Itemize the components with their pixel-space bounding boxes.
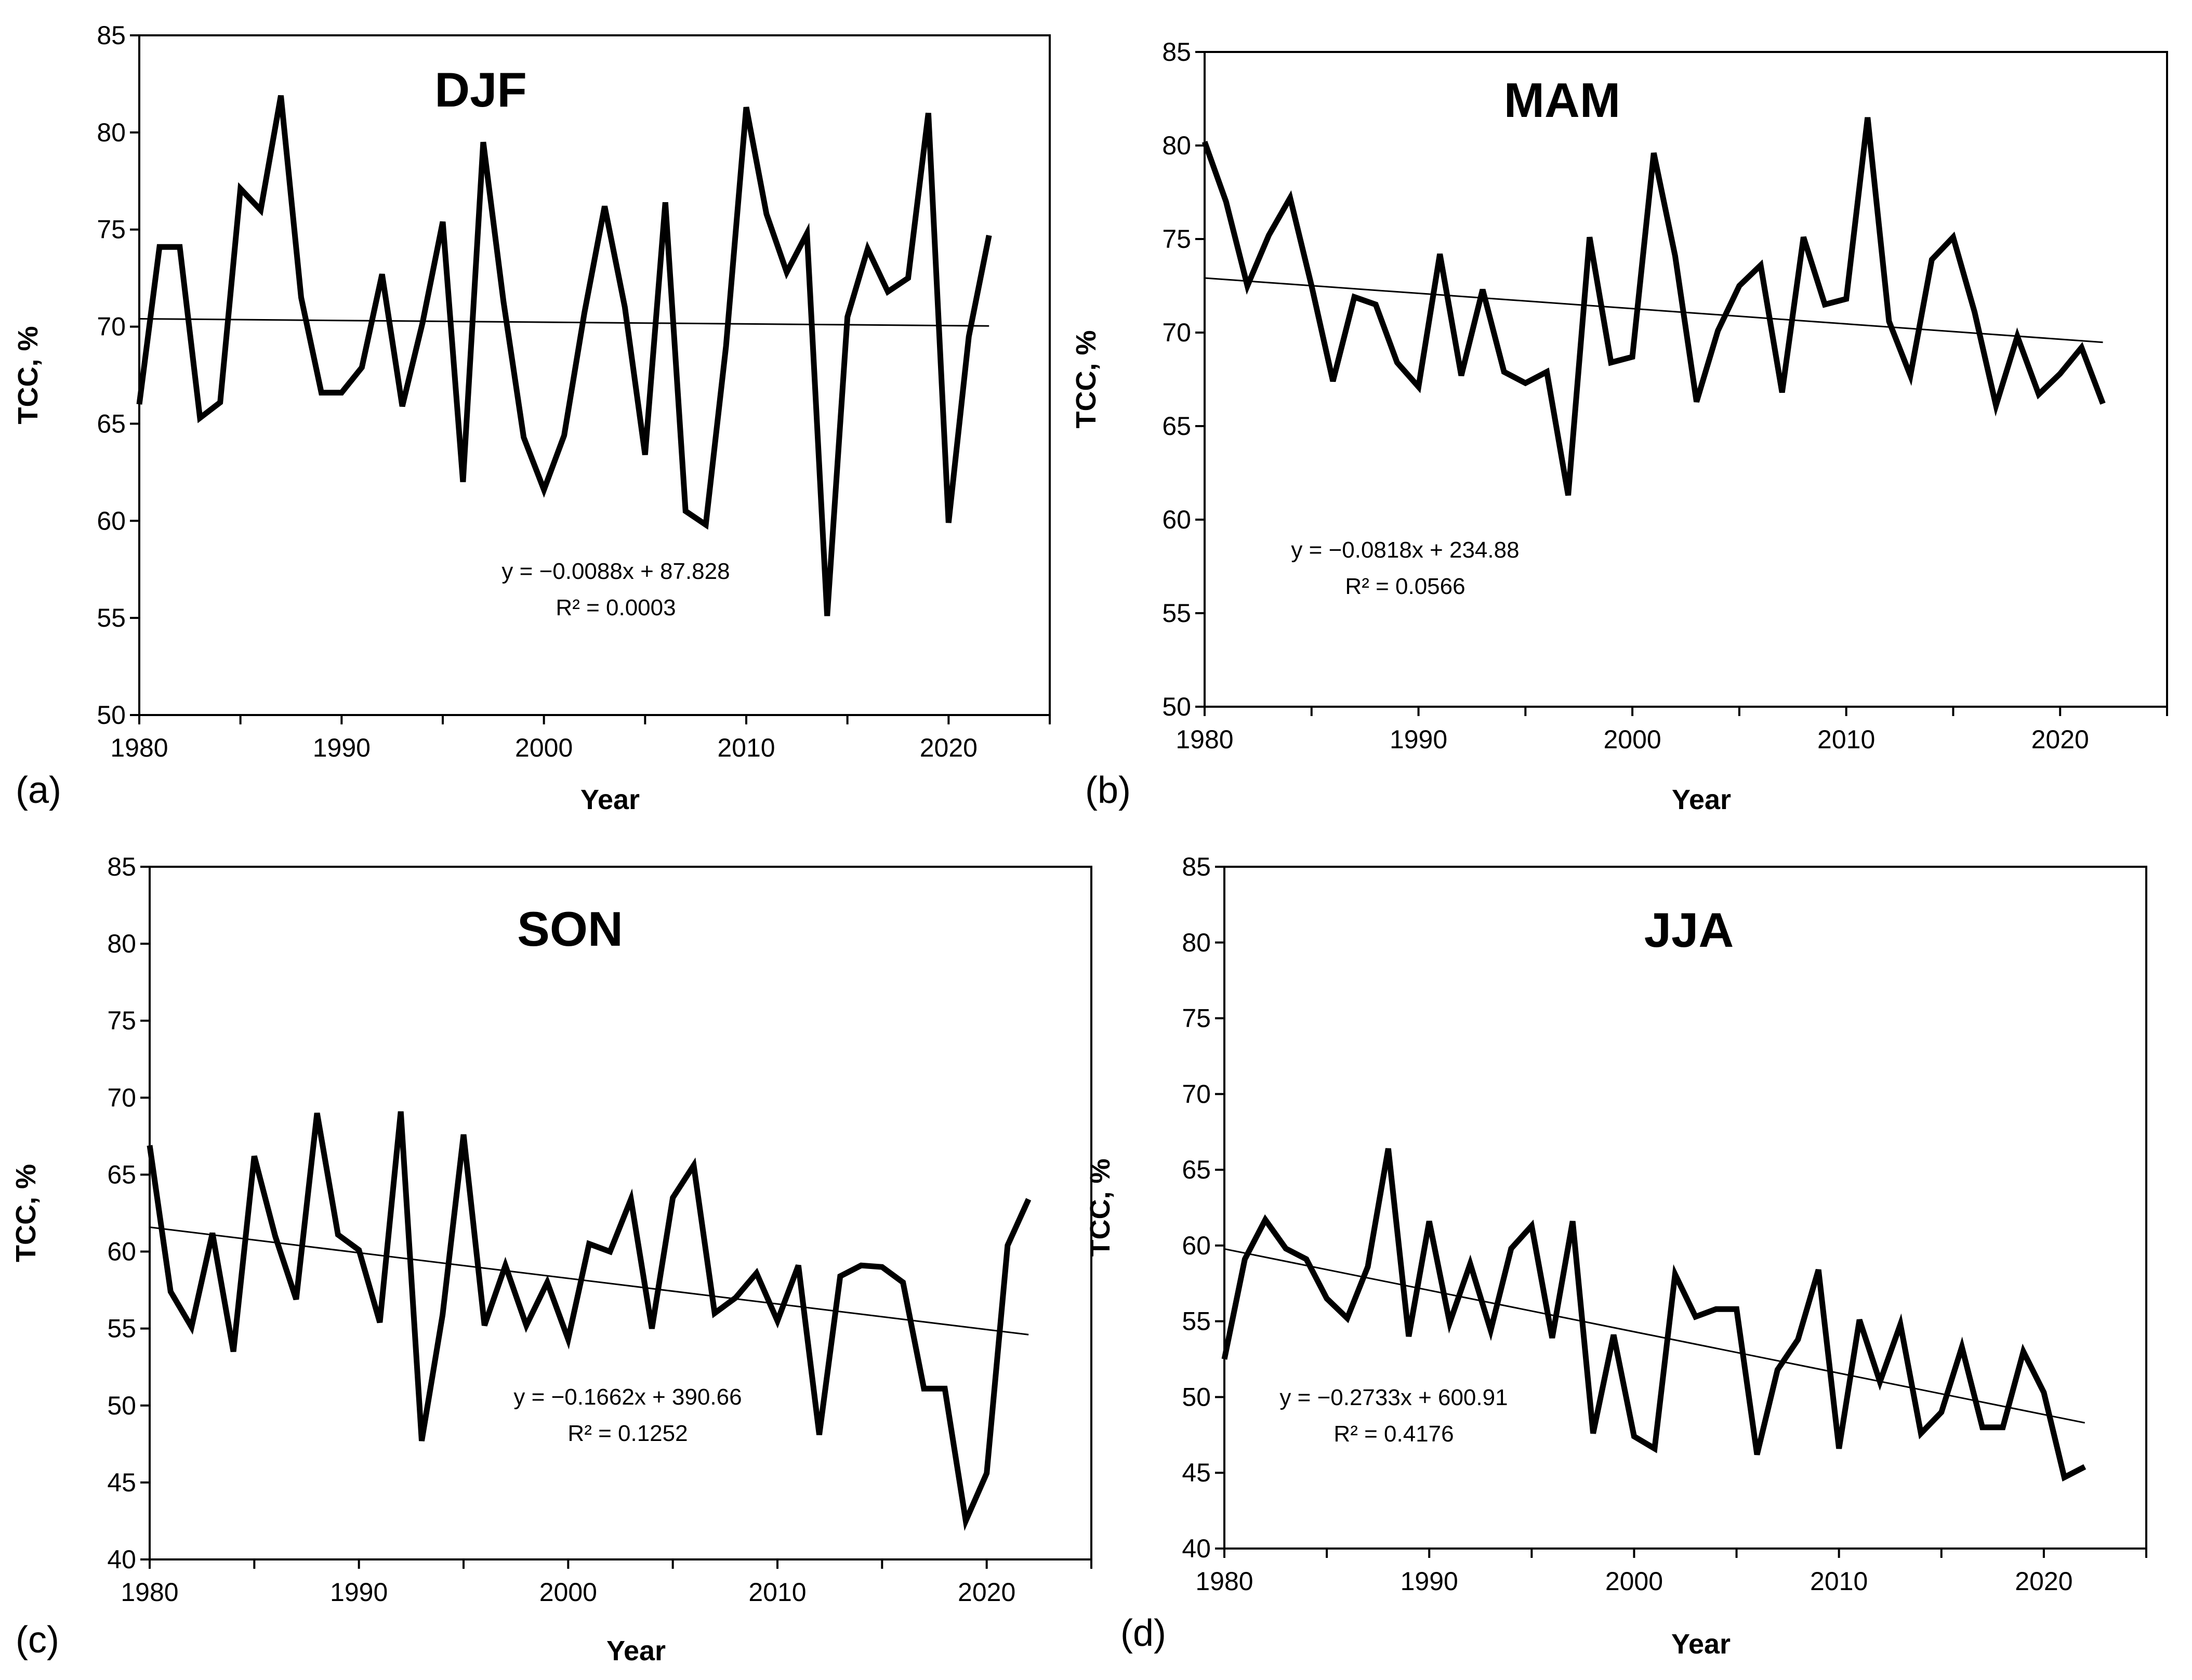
y-tick-label: 50: [1162, 692, 1191, 721]
x-axis-title: Year: [1672, 784, 1731, 815]
plot-area: [149, 866, 1092, 1560]
x-tick-label: 1990: [1401, 1567, 1458, 1596]
y-tick-label: 60: [1162, 505, 1191, 534]
trend-r-squared: R² = 0.1252: [567, 1421, 688, 1446]
y-tick-label: 40: [107, 1545, 136, 1574]
panel-letter: (d): [1120, 1612, 1166, 1654]
series-line: [1221, 1148, 2087, 1482]
panel-mam: 50 55 60 65 70 75 80 85 1980 1990 2000 2010 2020 Year…: [1071, 37, 2168, 815]
y-tick-label: 65: [1162, 412, 1191, 441]
x-tick-label: 2020: [2015, 1567, 2072, 1596]
x-tick-label: 1980: [1176, 725, 1233, 754]
x-tick-label: 2010: [1817, 725, 1875, 754]
x-tick-label: 1990: [330, 1578, 388, 1607]
series-line: [147, 1111, 1032, 1531]
trend-line: [1224, 1248, 2085, 1424]
y-tick-label: 65: [97, 409, 126, 438]
y-tick-label: 50: [1182, 1382, 1211, 1411]
y-tick-label: 75: [1182, 1004, 1211, 1033]
y-tick-label: 65: [1182, 1155, 1211, 1184]
y-tick-label: 65: [107, 1160, 136, 1189]
y-tick-label: 40: [1182, 1534, 1211, 1563]
trend-r-squared: R² = 0.0566: [1345, 574, 1465, 599]
season-title: SON: [517, 902, 623, 956]
trend-equation: y = −0.2733x + 600.91: [1279, 1385, 1508, 1410]
x-tick-label: 2010: [1810, 1567, 1868, 1596]
y-axis-title: TCC, %: [1085, 1159, 1116, 1257]
y-tick-label: 55: [97, 603, 126, 632]
x-tick-label: 1990: [313, 733, 371, 762]
y-tick-label: 85: [107, 852, 136, 881]
y-axis-title: TCC, %: [12, 326, 44, 425]
panel-letter: (b): [1085, 770, 1131, 811]
season-title: MAM: [1504, 73, 1621, 127]
y-tick-label: 55: [1162, 599, 1191, 628]
y-tick-label: 85: [1162, 37, 1191, 67]
trend-r-squared: R² = 0.0003: [556, 595, 676, 620]
plot-area: [138, 34, 1051, 716]
trend-line: [149, 1226, 1029, 1335]
season-title: DJF: [434, 62, 527, 117]
y-axis-title: TCC, %: [1071, 330, 1102, 429]
x-tick-label: 2020: [920, 733, 978, 762]
y-axis-title: TCC, %: [10, 1164, 42, 1262]
series-line: [136, 95, 992, 616]
y-tick-label: 85: [97, 21, 126, 50]
y-tick-label: 50: [107, 1391, 136, 1420]
y-tick-label: 85: [1182, 852, 1211, 881]
x-tick-label: 1980: [1195, 1567, 1253, 1596]
x-axis-title: Year: [1671, 1629, 1731, 1660]
trend-equation: y = −0.1662x + 390.66: [513, 1384, 742, 1410]
x-tick-label: 2000: [539, 1578, 597, 1607]
y-tick-label: 75: [1162, 224, 1191, 254]
trend-line: [1204, 277, 2103, 343]
x-tick-label: 2020: [958, 1578, 1015, 1607]
y-tick-label: 75: [107, 1006, 136, 1035]
y-tick-label: 75: [97, 215, 126, 244]
x-tick-label: 2010: [717, 733, 775, 762]
x-tick-label: 1980: [121, 1578, 178, 1607]
season-title: JJA: [1644, 903, 1734, 957]
x-tick-label: 1990: [1390, 725, 1447, 754]
series-line: [1201, 117, 2106, 496]
trend-equation: y = −0.0088x + 87.828: [501, 559, 730, 584]
y-tick-label: 70: [97, 312, 126, 341]
y-tick-label: 80: [1182, 928, 1211, 957]
x-axis-title: Year: [606, 1635, 666, 1666]
plot-area: [1204, 51, 2168, 708]
x-tick-label: 1980: [110, 733, 168, 762]
x-tick-label: 2020: [2031, 725, 2089, 754]
x-tick-label: 2000: [1603, 725, 1661, 754]
y-tick-label: 45: [107, 1468, 136, 1497]
y-tick-label: 80: [107, 929, 136, 958]
y-tick-label: 50: [97, 700, 126, 730]
y-tick-label: 55: [107, 1314, 136, 1343]
panel-jja: 40 45 50 55 60 65 70 75 80 85 1980 1990 2000 2010 2020…: [1085, 852, 2147, 1660]
panel-son: 40 45 50 55 60 65 70 75 80 85 1980 1990 2000 2010 2020…: [10, 852, 1092, 1666]
x-tick-label: 2000: [515, 733, 573, 762]
trend-equation: y = −0.0818x + 234.88: [1291, 537, 1519, 563]
y-tick-label: 60: [97, 506, 126, 535]
y-tick-label: 80: [97, 118, 126, 147]
y-tick-label: 70: [1162, 318, 1191, 347]
x-tick-label: 2000: [1605, 1567, 1663, 1596]
x-axis-title: Year: [580, 784, 640, 815]
y-tick-label: 45: [1182, 1458, 1211, 1487]
y-tick-label: 60: [1182, 1231, 1211, 1260]
panel-letter: (c): [16, 1619, 59, 1661]
y-tick-label: 70: [1182, 1079, 1211, 1108]
trend-r-squared: R² = 0.4176: [1333, 1421, 1454, 1447]
panel-djf: 50 55 60 65 70 75 80 85 1980 1990 2000 2010 2020 Year…: [12, 21, 1051, 815]
y-tick-label: 80: [1162, 131, 1191, 160]
y-tick-label: 60: [107, 1237, 136, 1266]
panel-letter: (a): [16, 770, 61, 811]
y-tick-label: 70: [107, 1083, 136, 1112]
y-tick-label: 55: [1182, 1307, 1211, 1336]
x-tick-label: 2010: [748, 1578, 806, 1607]
